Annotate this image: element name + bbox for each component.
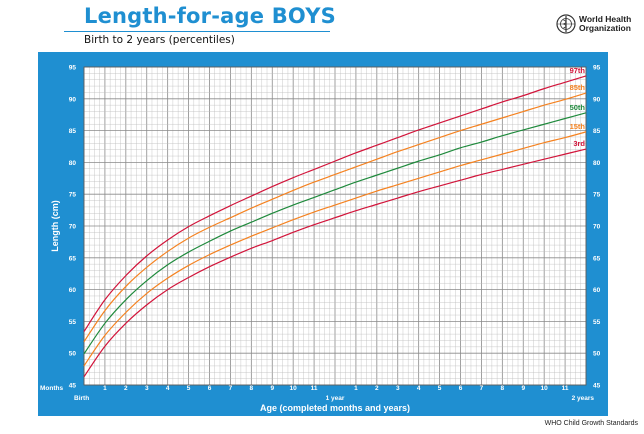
x-tick-label: 1 (103, 385, 107, 392)
y-tick-label-right: 80 (593, 160, 601, 167)
y-tick-label-right: 75 (593, 192, 601, 199)
x-tick-label: Birth (74, 395, 89, 402)
y-tick-label-left: 50 (69, 351, 77, 358)
x-axis-title: Age (completed months and years) (260, 403, 410, 413)
x-tick-label: 4 (166, 385, 170, 392)
y-tick-label-left: 75 (69, 192, 77, 199)
x-tick-label: 1 (354, 385, 358, 392)
x-tick-label: 6 (208, 385, 212, 392)
page-subtitle: Birth to 2 years (percentiles) (84, 34, 235, 46)
x-tick-label: 2 (124, 385, 128, 392)
y-tick-label-left: 85 (69, 128, 77, 135)
who-logo: World Health Organization (556, 14, 631, 34)
y-tick-label-right: 60 (593, 287, 601, 294)
x-tick-label: 4 (417, 385, 421, 392)
percentile-curve-15th (83, 131, 587, 367)
percentile-label-50th: 50th (570, 103, 586, 112)
who-emblem-icon (556, 14, 576, 34)
percentile-curve-97th (83, 75, 587, 332)
x-tick-label: 10 (541, 385, 549, 392)
x-tick-label: 2 (375, 385, 379, 392)
x-tick-label: 9 (270, 385, 274, 392)
y-tick-label-left: 80 (69, 160, 77, 167)
x-tick-label: 8 (250, 385, 254, 392)
x-tick-label: 11 (562, 385, 569, 392)
x-tick-label: 5 (438, 385, 442, 392)
y-tick-label-right: 55 (593, 319, 601, 326)
percentile-curve-85th (83, 92, 587, 343)
x-tick-label: 2 years (572, 395, 595, 402)
percentile-curve-3rd (83, 148, 587, 378)
x-tick-label: 5 (187, 385, 191, 392)
x-tick-label: 1 year (326, 395, 345, 402)
y-tick-label-right: 65 (593, 255, 601, 262)
percentile-curves (83, 75, 587, 378)
y-tick-label-left: 60 (69, 287, 77, 294)
x-tick-label: 3 (145, 385, 149, 392)
x-tick-label: 7 (480, 385, 484, 392)
org-name-line1: World Health (579, 14, 632, 24)
y-tick-label-left: 65 (69, 255, 77, 262)
y-tick-label-right: 95 (593, 65, 601, 72)
x-tick-label: 6 (459, 385, 463, 392)
percentile-label-97th: 97th (570, 66, 586, 75)
plot-border (83, 66, 587, 386)
percentile-label-85th: 85th (570, 83, 586, 92)
x-tick-label: 10 (290, 385, 298, 392)
x-tick-label: 11 (311, 385, 318, 392)
y-tick-label-right: 85 (593, 128, 601, 135)
x-tick-label: 3 (396, 385, 400, 392)
y-tick-label-right: 50 (593, 351, 601, 358)
y-axis-title: Length (cm) (50, 200, 60, 252)
page-title: Length-for-age BOYS (84, 4, 336, 28)
y-tick-label-right: 70 (593, 224, 601, 231)
source-note: WHO Child Growth Standards (544, 420, 638, 427)
y-tick-label-left: 95 (69, 65, 77, 72)
org-name-line2: Organization (579, 23, 631, 33)
x-tick-label: 8 (501, 385, 505, 392)
x-tick-label: 7 (229, 385, 233, 392)
y-tick-label-left: 70 (69, 224, 77, 231)
title-underline (64, 31, 330, 32)
percentile-labels: 97th 85th 50th 15th 3rd (570, 66, 586, 148)
percentile-label-15th: 15th (570, 122, 586, 131)
y-tick-label-left: 90 (69, 96, 77, 103)
y-tick-label-right: 45 (593, 383, 601, 390)
y-tick-label-right: 90 (593, 96, 601, 103)
percentile-curve-50th (83, 112, 587, 355)
percentile-label-3rd: 3rd (573, 139, 585, 148)
y-tick-label-left: 55 (69, 319, 77, 326)
x-tick-label: 9 (521, 385, 525, 392)
y-tick-label-left: 45 (69, 383, 77, 390)
x-axis-unit-label: Months (40, 385, 63, 392)
